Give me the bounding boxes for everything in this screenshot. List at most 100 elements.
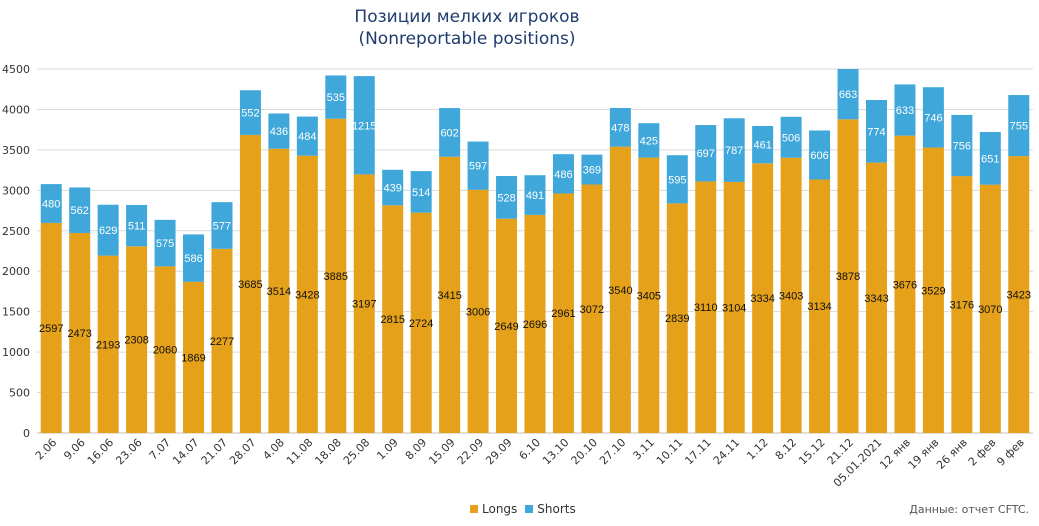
- data-label-shorts: 461: [753, 140, 771, 152]
- bar-shorts: [183, 234, 205, 282]
- data-label-shorts: 597: [469, 161, 487, 173]
- bar-longs: [382, 205, 404, 433]
- bar-shorts: [809, 130, 831, 180]
- data-label-shorts: 480: [42, 199, 60, 211]
- bar-longs: [467, 189, 489, 433]
- data-label-longs: 2277: [210, 336, 234, 348]
- x-tick-label: 2.06: [33, 436, 60, 463]
- bar-longs: [752, 163, 774, 433]
- data-label-shorts: 633: [896, 105, 914, 117]
- bar-shorts: [325, 75, 347, 119]
- bar-shorts: [951, 114, 973, 177]
- bar-longs: [410, 212, 432, 433]
- data-label-shorts: 575: [156, 238, 174, 250]
- data-label-shorts: 369: [583, 165, 601, 177]
- data-label-shorts: 562: [71, 205, 89, 217]
- y-tick-label: 4000: [2, 103, 30, 116]
- bar-shorts: [211, 202, 233, 249]
- legend-label-shorts: Shorts: [537, 502, 576, 516]
- bar-longs: [183, 281, 205, 433]
- chart-title: Позиции мелких игроков (Nonreportable po…: [0, 6, 934, 50]
- bar-longs: [154, 266, 176, 433]
- bar-shorts: [837, 69, 859, 120]
- bar-longs: [325, 118, 347, 433]
- legend-swatch-shorts: [525, 505, 534, 513]
- legend-swatch-longs: [470, 505, 478, 513]
- data-label-shorts: 787: [725, 145, 743, 157]
- bar-longs: [723, 181, 745, 433]
- data-label-longs: 3685: [238, 279, 262, 291]
- bar-longs: [922, 147, 944, 434]
- bar-longs: [951, 176, 973, 433]
- bar-shorts: [894, 84, 916, 136]
- data-label-longs: 3676: [893, 279, 917, 291]
- bar-longs: [809, 179, 831, 433]
- data-label-longs: 3403: [779, 290, 803, 302]
- legend-item-shorts: Shorts: [525, 502, 576, 516]
- data-label-shorts: 586: [184, 253, 202, 265]
- y-tick-label: 500: [9, 387, 30, 400]
- data-label-shorts: 746: [924, 112, 942, 124]
- bar-longs: [40, 222, 62, 433]
- bar-longs: [268, 148, 290, 433]
- data-label-shorts: 436: [270, 126, 288, 138]
- y-tick-label: 1000: [2, 346, 30, 359]
- bar-shorts: [723, 118, 745, 182]
- bar-shorts: [979, 132, 1001, 185]
- y-tick-label: 0: [23, 427, 30, 440]
- bar-longs: [353, 174, 375, 433]
- x-tick-label: 9 фев: [994, 436, 1027, 469]
- x-tick-label: 21.07: [199, 436, 230, 467]
- bar-longs: [97, 255, 119, 433]
- bar-shorts: [353, 76, 375, 175]
- data-label-longs: 3110: [694, 302, 718, 314]
- bar-shorts: [154, 219, 176, 267]
- y-tick-label: 1500: [2, 306, 30, 319]
- data-label-shorts: 663: [839, 89, 857, 101]
- data-label-shorts: 506: [782, 132, 800, 144]
- data-label-shorts: 484: [298, 131, 316, 143]
- bar-shorts: [296, 116, 318, 156]
- data-label-longs: 2815: [380, 314, 404, 326]
- data-label-longs: 2649: [494, 321, 518, 333]
- data-label-longs: 2724: [409, 318, 433, 330]
- bar-shorts: [609, 107, 631, 147]
- data-label-shorts: 577: [213, 220, 231, 232]
- data-label-shorts: 602: [440, 127, 458, 139]
- bar-shorts: [97, 204, 119, 256]
- x-tick-label: 1.09: [374, 436, 401, 463]
- y-tick-label: 4500: [2, 63, 30, 76]
- data-label-shorts: 1215: [352, 120, 376, 132]
- data-label-shorts: 651: [981, 153, 999, 165]
- bar-shorts: [126, 204, 148, 247]
- bar-shorts: [467, 141, 489, 190]
- data-label-longs: 3134: [807, 301, 831, 313]
- bar-shorts: [439, 108, 461, 157]
- x-tick-label: 13.10: [540, 436, 571, 467]
- data-label-longs: 3176: [950, 300, 974, 312]
- bar-longs: [69, 232, 91, 433]
- bar-longs: [780, 157, 802, 433]
- x-tick-label: 1.12: [744, 436, 771, 463]
- data-label-longs: 1869: [181, 352, 205, 364]
- data-label-shorts: 774: [867, 126, 885, 138]
- data-label-shorts: 478: [611, 122, 629, 134]
- data-label-longs: 2060: [153, 345, 177, 357]
- data-label-shorts: 486: [554, 169, 572, 181]
- bar-shorts: [666, 155, 688, 204]
- data-label-longs: 2839: [665, 313, 689, 325]
- data-label-shorts: 755: [1010, 121, 1028, 133]
- data-label-longs: 3529: [921, 285, 945, 297]
- data-label-shorts: 697: [697, 148, 715, 160]
- data-label-longs: 3540: [608, 285, 632, 297]
- bar-shorts: [382, 169, 404, 206]
- x-tick-label: 15.09: [426, 436, 457, 467]
- data-label-longs: 2696: [523, 319, 547, 331]
- legend-item-longs: Longs: [470, 502, 517, 516]
- data-label-shorts: 629: [99, 225, 117, 237]
- y-tick-label: 3500: [2, 144, 30, 157]
- data-label-longs: 3428: [295, 289, 319, 301]
- bar-longs: [439, 156, 461, 433]
- bar-longs: [552, 193, 574, 433]
- x-tick-label: 22.09: [455, 436, 486, 467]
